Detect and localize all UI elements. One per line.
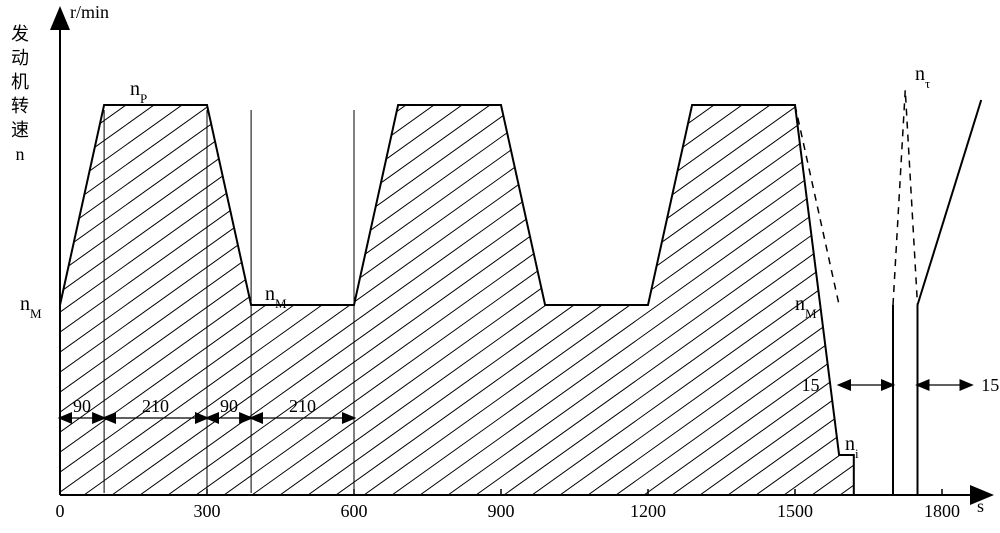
y-axis-label: 发动机转速n	[11, 24, 29, 164]
svg-text:nM: nM	[265, 283, 287, 311]
ylabel-char: 发	[11, 24, 29, 44]
y-unit: r/min	[70, 2, 109, 22]
dim-label: 15	[802, 375, 820, 395]
dim-label: 210	[142, 396, 169, 416]
annotation: nM	[20, 293, 42, 321]
xtick-label: 600	[341, 501, 368, 521]
ylabel-char: 速	[11, 120, 29, 140]
xtick-label: 0	[56, 501, 65, 521]
ylabel-char: 转	[11, 96, 29, 116]
xtick-label: 300	[194, 501, 221, 521]
speed-curve	[60, 90, 981, 495]
svg-text:nP: nP	[130, 78, 147, 106]
dim-label: 15	[981, 375, 999, 395]
dim-label: 90	[73, 396, 91, 416]
x-unit: s	[977, 496, 984, 516]
svg-text:nM: nM	[795, 293, 817, 321]
annotation: nM	[265, 283, 287, 311]
annotation: nM	[795, 293, 817, 321]
xtick-label: 1800	[924, 501, 960, 521]
annotation: nτ	[915, 63, 930, 91]
annotation: ni	[845, 433, 859, 461]
xtick-label: 1200	[630, 501, 666, 521]
dim-label: 210	[289, 396, 316, 416]
engine-speed-chart: r/min s 0 300 600 900 1200 1500 1800 90 210 90 210…	[0, 0, 1000, 533]
ylabel-char: 动	[11, 48, 29, 68]
ylabel-char: n	[16, 144, 25, 164]
svg-text:ni: ni	[845, 433, 859, 461]
xtick-label: 1500	[777, 501, 813, 521]
dimension-lines: 90 210 90 210 15 15	[60, 110, 999, 493]
svg-text:nτ: nτ	[915, 63, 930, 91]
hatch-fill	[0, 0, 1000, 495]
x-ticks: 0 300 600 900 1200 1500 1800	[56, 489, 961, 521]
xtick-label: 900	[488, 501, 515, 521]
annotation: nP	[130, 78, 147, 106]
ylabel-char: 机	[11, 72, 29, 92]
dim-label: 90	[220, 396, 238, 416]
svg-text:nM: nM	[20, 293, 42, 321]
